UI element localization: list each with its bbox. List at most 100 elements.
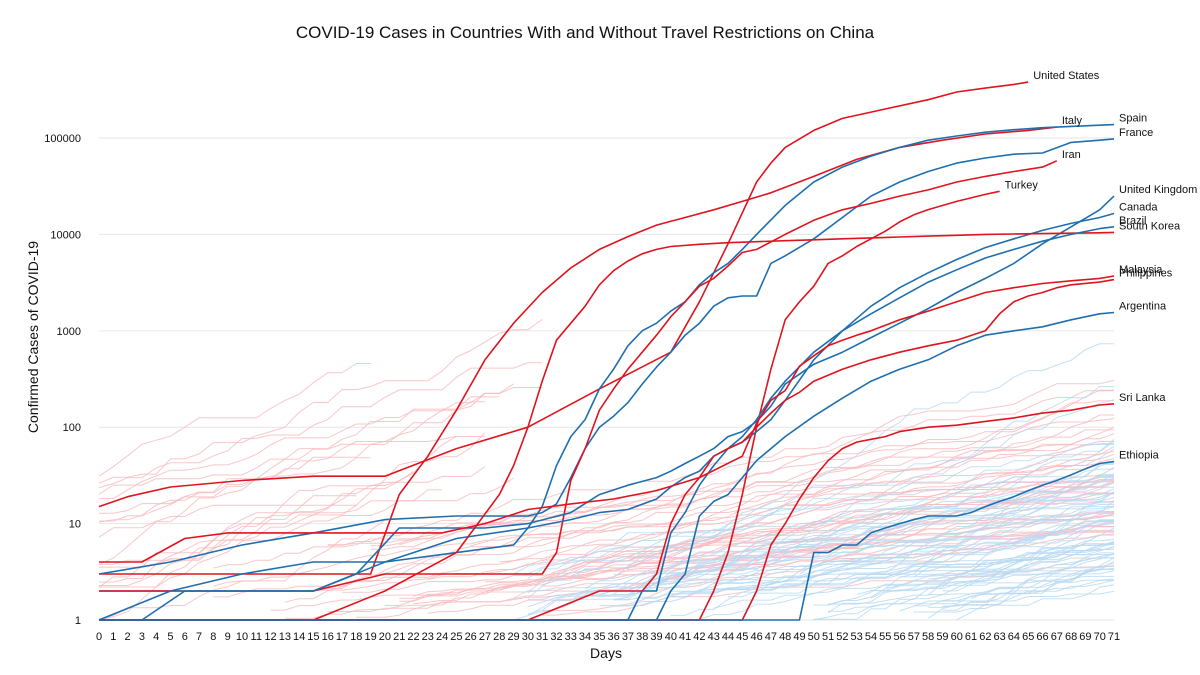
y-tick-label: 1000 <box>57 326 81 338</box>
background-country-line <box>527 448 1115 579</box>
background-country-line <box>827 531 1114 606</box>
x-tick-label: 3 <box>139 631 145 643</box>
x-tick-label: 38 <box>636 631 648 643</box>
x-tick-label: 12 <box>264 631 276 643</box>
x-tick-label: 2 <box>125 631 131 643</box>
x-tick-label: 18 <box>350 631 362 643</box>
x-tick-label: 40 <box>665 631 677 643</box>
x-tick-label: 9 <box>225 631 231 643</box>
chart-title: COVID-19 Cases in Countries With and Wit… <box>296 23 875 42</box>
x-tick-label: 26 <box>465 631 477 643</box>
background-country-line <box>942 553 1115 592</box>
background-country-line <box>813 554 1114 584</box>
x-tick-label: 56 <box>893 631 905 643</box>
x-tick-label: 31 <box>536 631 548 643</box>
series-label-canada: Canada <box>1119 201 1158 213</box>
x-tick-label: 16 <box>322 631 334 643</box>
background-country-line <box>327 379 1115 546</box>
background-country-line <box>856 546 1115 595</box>
background-country-line <box>599 538 1115 607</box>
x-tick-label: 15 <box>307 631 319 643</box>
x-tick-label: 0 <box>96 631 102 643</box>
x-tick-label: 44 <box>722 631 734 643</box>
x-tick-label: 57 <box>908 631 920 643</box>
series-labels: United States Italy Spain France Iran United … <box>1005 70 1198 461</box>
x-tick-label: 35 <box>593 631 605 643</box>
background-country-line <box>99 457 371 522</box>
background-country-line <box>928 564 1115 596</box>
series-label-spain: Spain <box>1119 113 1147 125</box>
series-label-south-korea: South Korea <box>1119 220 1181 232</box>
x-tick-label: 17 <box>336 631 348 643</box>
series-line-ethiopia <box>99 460 1115 621</box>
background-country-line <box>584 438 1115 590</box>
x-tick-label: 5 <box>167 631 173 643</box>
series-label-united-kingdom: United Kingdom <box>1119 184 1197 196</box>
background-country-line <box>942 552 1114 607</box>
background-country-line <box>98 477 514 588</box>
background-country-line <box>342 479 1114 593</box>
x-tick-label: 11 <box>251 631 262 643</box>
series-label-argentina: Argentina <box>1119 300 1167 312</box>
background-country-line <box>527 440 1115 616</box>
x-tick-label: 10 <box>236 631 248 643</box>
x-tick-label: 39 <box>650 631 662 643</box>
series-line-united-states <box>98 81 1029 508</box>
x-tick-label: 20 <box>379 631 391 643</box>
x-tick-label: 63 <box>994 631 1006 643</box>
x-tick-label: 55 <box>879 631 891 643</box>
background-country-line <box>813 579 1114 621</box>
series-label-ethiopia: Ethiopia <box>1119 450 1160 462</box>
x-tick-label: 23 <box>422 631 434 643</box>
x-tick-label: 4 <box>153 631 159 643</box>
series-line-united-kingdom <box>99 195 1115 621</box>
y-axis-ticks: 1 10 100 1000 10000 100000 <box>44 133 81 627</box>
x-tick-label: 47 <box>765 631 777 643</box>
background-country-line <box>928 584 1115 608</box>
x-tick-label: 51 <box>822 631 834 643</box>
background-country-line <box>899 557 1114 578</box>
x-tick-label: 13 <box>279 631 291 643</box>
x-tick-label: 1 <box>110 631 116 643</box>
background-country-line <box>513 476 1114 575</box>
x-tick-label: 59 <box>936 631 948 643</box>
background-country-line <box>99 383 514 499</box>
background-country-line <box>399 389 1114 546</box>
series-line-iran <box>99 160 1058 592</box>
x-tick-label: 36 <box>608 631 620 643</box>
x-tick-label: 48 <box>779 631 791 643</box>
background-country-line <box>556 481 1114 580</box>
x-tick-label: 49 <box>793 631 805 643</box>
x-tick-label: 28 <box>493 631 505 643</box>
series-label-turkey: Turkey <box>1005 179 1039 191</box>
background-country-line <box>413 525 1114 597</box>
x-tick-label: 61 <box>965 631 977 643</box>
background-country-line <box>356 414 1114 581</box>
x-tick-label: 8 <box>210 631 216 643</box>
series-label-united-states: United States <box>1033 70 1100 82</box>
y-tick-label: 10000 <box>50 229 81 241</box>
x-tick-label: 27 <box>479 631 491 643</box>
x-tick-label: 34 <box>579 631 591 643</box>
series-label-philippines: Philippines <box>1119 268 1173 280</box>
x-tick-label: 62 <box>979 631 991 643</box>
background-country-line <box>98 401 485 495</box>
series-label-sri-lanka: Sri Lanka <box>1119 392 1166 404</box>
x-tick-label: 50 <box>808 631 820 643</box>
x-tick-label: 29 <box>507 631 519 643</box>
x-axis-label: Days <box>590 645 622 661</box>
background-country-line <box>213 453 1115 598</box>
x-tick-label: 37 <box>622 631 634 643</box>
background-country-line <box>413 458 1115 605</box>
series-line-turkey <box>99 190 1000 621</box>
series-label-iran: Iran <box>1062 149 1081 161</box>
background-country-line <box>799 477 1115 575</box>
background-country-line <box>98 435 457 523</box>
series-label-italy: Italy <box>1062 115 1083 127</box>
x-axis-ticks: 0 1 2 3 4 5 6 7 8 9 10 11 12 13 14 15 16 17 18 19 20 21 22 23 24… <box>96 631 1120 643</box>
x-tick-label: 68 <box>1065 631 1077 643</box>
background-country-line <box>699 520 1115 620</box>
background-country-line <box>99 471 414 583</box>
x-tick-label: 54 <box>865 631 877 643</box>
background-country-line <box>613 506 1114 607</box>
